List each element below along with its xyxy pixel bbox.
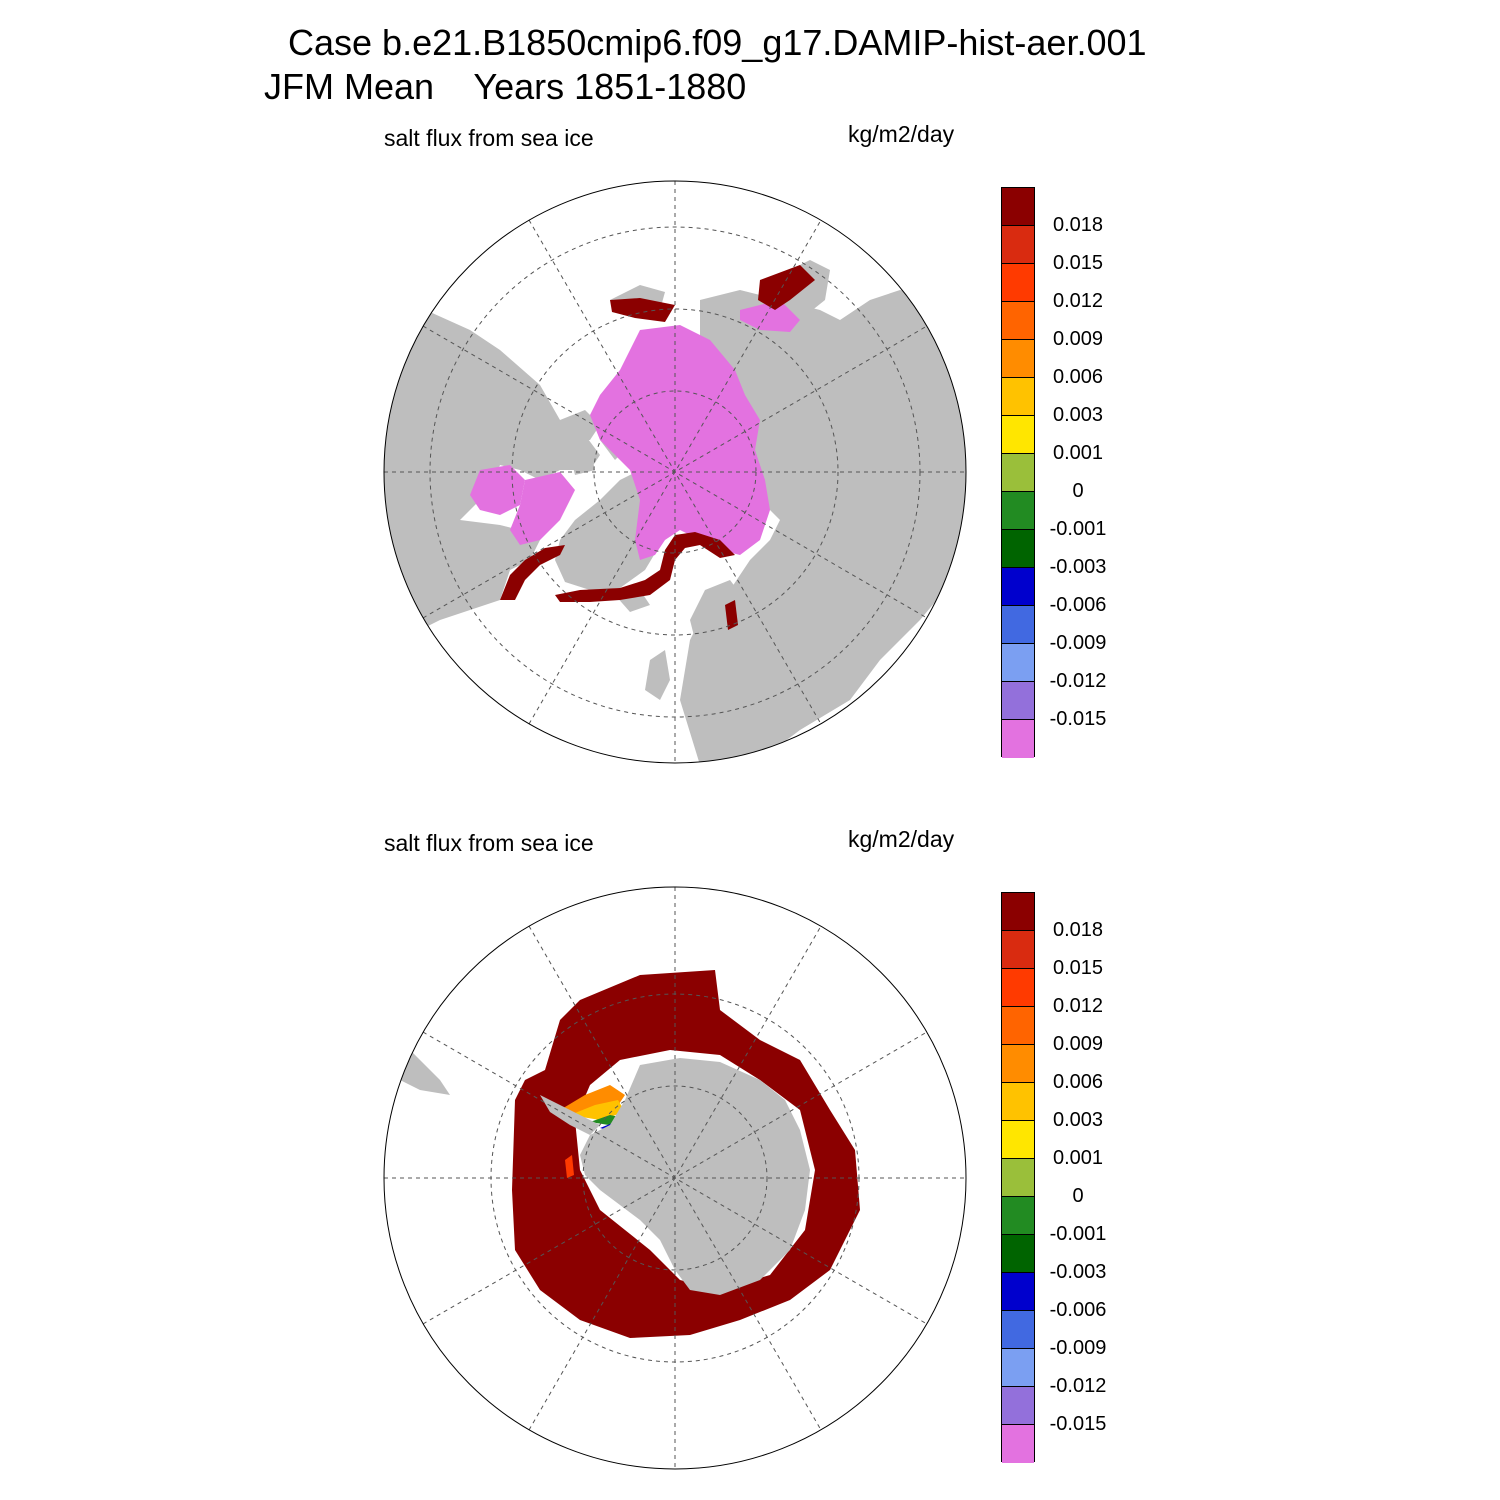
colorbar-swatch — [1002, 1235, 1034, 1273]
colorbar-swatch — [1002, 931, 1034, 969]
colorbar-tick-label: 0.006 — [1052, 1071, 1104, 1093]
north-map-border — [383, 180, 967, 764]
colorbar-swatch — [1002, 606, 1034, 644]
colorbar-tick-label: 0.001 — [1052, 442, 1104, 464]
colorbar-swatch — [1002, 492, 1034, 530]
colorbar-tick-label: -0.006 — [1049, 594, 1107, 616]
colorbar-swatch — [1002, 893, 1034, 931]
south-polar-map — [383, 886, 967, 1470]
colorbar-tick-label: -0.001 — [1049, 518, 1107, 540]
colorbar-swatch — [1002, 302, 1034, 340]
top-panel-units-label: kg/m2/day — [848, 121, 955, 147]
colorbar-swatch — [1002, 416, 1034, 454]
bottom-panel-variable-label: salt flux from sea ice — [384, 830, 594, 856]
colorbar-tick-label: -0.015 — [1049, 1413, 1107, 1435]
colorbar-tick-label: -0.012 — [1049, 1375, 1107, 1397]
colorbar-tick-label: 0.003 — [1052, 404, 1104, 426]
colorbar-swatch — [1002, 568, 1034, 606]
colorbar-swatch — [1002, 1425, 1034, 1463]
colorbar-swatch — [1002, 530, 1034, 568]
colorbar-swatch — [1002, 720, 1034, 758]
south-graticule — [384, 887, 966, 1469]
bottom-panel-units-label: kg/m2/day — [848, 826, 955, 852]
colorbar-swatch — [1002, 969, 1034, 1007]
colorbar-tick-label: -0.015 — [1049, 708, 1107, 730]
colorbar-swatch — [1002, 340, 1034, 378]
top-colorbar — [1001, 187, 1035, 758]
colorbar-swatch — [1002, 1121, 1034, 1159]
colorbar-swatch — [1002, 1387, 1034, 1425]
colorbar-swatch — [1002, 454, 1034, 492]
colorbar-swatch — [1002, 1159, 1034, 1197]
colorbar-tick-label: -0.006 — [1049, 1299, 1107, 1321]
colorbar-swatch — [1002, 378, 1034, 416]
colorbar-swatch — [1002, 264, 1034, 302]
figure-subtitle: JFM Mean Years 1851-1880 — [264, 66, 747, 107]
south-land — [400, 1040, 810, 1295]
colorbar-tick-label: 0.012 — [1052, 995, 1104, 1017]
colorbar-swatch — [1002, 1349, 1034, 1387]
colorbar-swatch — [1002, 1083, 1034, 1121]
south-map-border — [383, 886, 967, 1470]
colorbar-tick-label: 0 — [1072, 480, 1084, 502]
colorbar-swatch — [1002, 1197, 1034, 1235]
colorbar-tick-label: 0.009 — [1052, 328, 1104, 350]
colorbar-tick-label: -0.003 — [1049, 556, 1107, 578]
colorbar-swatch — [1002, 1045, 1034, 1083]
north-polar-map — [383, 180, 967, 764]
colorbar-swatch — [1002, 188, 1034, 226]
figure-title: Case b.e21.B1850cmip6.f09_g17.DAMIP-hist… — [288, 22, 1147, 63]
colorbar-tick-label: 0.009 — [1052, 1033, 1104, 1055]
colorbar-tick-label: 0.015 — [1052, 957, 1104, 979]
colorbar-tick-label: 0.018 — [1052, 214, 1104, 236]
colorbar-swatch — [1002, 644, 1034, 682]
colorbar-swatch — [1002, 1311, 1034, 1349]
colorbar-tick-label: 0 — [1072, 1185, 1084, 1207]
colorbar-swatch — [1002, 1273, 1034, 1311]
colorbar-tick-label: 0.006 — [1052, 366, 1104, 388]
colorbar-tick-label: -0.012 — [1049, 670, 1107, 692]
colorbar-swatch — [1002, 682, 1034, 720]
colorbar-tick-label: -0.009 — [1049, 632, 1107, 654]
colorbar-tick-label: 0.018 — [1052, 919, 1104, 941]
colorbar-tick-label: -0.001 — [1049, 1223, 1107, 1245]
colorbar-tick-label: 0.001 — [1052, 1147, 1104, 1169]
bottom-colorbar — [1001, 892, 1035, 1463]
north-sea-ice-flux — [470, 265, 815, 630]
colorbar-tick-label: 0.003 — [1052, 1109, 1104, 1131]
colorbar-tick-label: 0.015 — [1052, 252, 1104, 274]
colorbar-swatch — [1002, 226, 1034, 264]
colorbar-tick-label: -0.009 — [1049, 1337, 1107, 1359]
north-graticule — [384, 181, 966, 763]
top-panel-variable-label: salt flux from sea ice — [384, 125, 594, 151]
colorbar-swatch — [1002, 1007, 1034, 1045]
colorbar-tick-label: -0.003 — [1049, 1261, 1107, 1283]
colorbar-tick-label: 0.012 — [1052, 290, 1104, 312]
